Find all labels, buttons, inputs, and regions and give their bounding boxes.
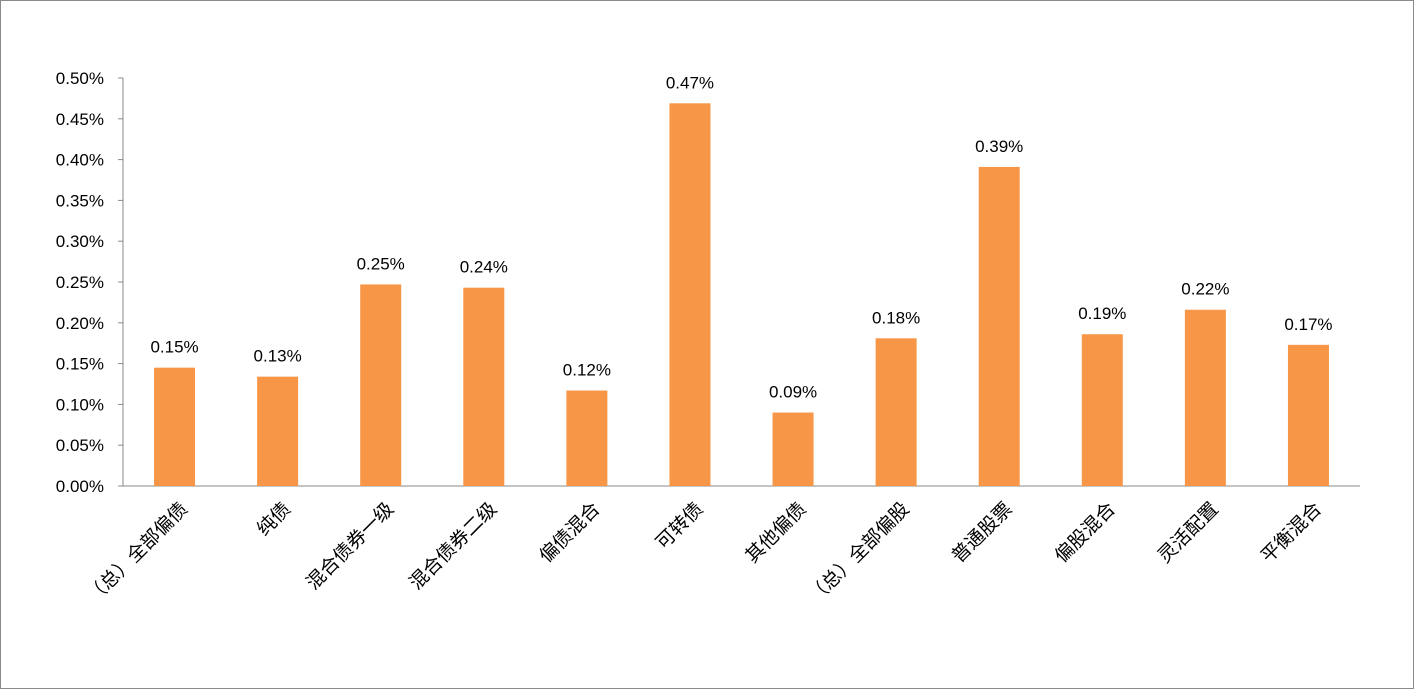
bar (772, 412, 814, 486)
y-axis-ticks: 0.00% 0.05% 0.10% 0.15% 0.20% 0.25% 0.30% 0.35%… (56, 69, 123, 496)
data-label: 0.24% (460, 258, 508, 277)
data-label: 0.22% (1181, 280, 1229, 299)
data-label: 0.18% (872, 308, 920, 327)
bar (978, 166, 1020, 486)
data-label: 0.39% (975, 137, 1023, 156)
category-label: （总）全部偏债 (82, 498, 192, 608)
bar (1287, 344, 1329, 486)
data-label: 0.09% (769, 383, 817, 402)
y-tick-label: 0.15% (56, 355, 104, 374)
data-label: 0.17% (1284, 315, 1332, 334)
y-tick-label: 0.40% (56, 151, 104, 170)
category-label: 灵活配置 (1154, 498, 1223, 567)
bar (1081, 334, 1123, 486)
data-label: 0.13% (254, 347, 302, 366)
data-label: 0.47% (666, 73, 714, 92)
axes (122, 78, 1360, 487)
bar (566, 390, 608, 486)
data-label: 0.15% (150, 338, 198, 357)
data-label: 0.12% (563, 361, 611, 380)
data-label: 0.25% (357, 254, 405, 273)
bar (669, 103, 711, 487)
bar (257, 376, 299, 486)
category-label: 偏股混合 (1051, 498, 1120, 567)
category-label: 平衡混合 (1257, 498, 1326, 567)
category-labels: （总）全部偏债 纯债 混合债券一级 混合债券二级 偏债混合 可转债 其他偏债（总）全部偏股普… (82, 498, 1326, 608)
bar (360, 284, 402, 486)
category-label: 混合债券一级 (302, 498, 398, 594)
y-tick-label: 0.35% (56, 191, 104, 210)
y-tick-label: 0.00% (56, 477, 104, 496)
category-label: 混合债券二级 (405, 498, 501, 594)
y-tick-label: 0.05% (56, 436, 104, 455)
bars (154, 103, 1329, 487)
category-label: 普通股票 (947, 498, 1016, 567)
y-tick-label: 0.30% (56, 232, 104, 251)
category-label: 偏债混合 (535, 498, 604, 567)
category-label: 其他偏债 (741, 498, 810, 567)
y-tick-label: 0.45% (56, 110, 104, 129)
category-label: （总）全部偏股 (804, 498, 914, 608)
y-tick-label: 0.10% (56, 395, 104, 414)
bar (1184, 309, 1226, 486)
bar (154, 367, 196, 486)
y-tick-label: 0.25% (56, 273, 104, 292)
category-label: 可转债 (652, 498, 708, 554)
y-tick-label: 0.50% (56, 69, 104, 88)
bar (875, 338, 917, 486)
bar (463, 287, 505, 486)
data-label: 0.19% (1078, 304, 1126, 323)
data-labels: 0.15% 0.13% 0.25% 0.24% 0.12% 0.47% 0.09% 0.18%… (150, 73, 1332, 401)
category-label: 纯债 (253, 498, 295, 540)
y-tick-label: 0.20% (56, 314, 104, 333)
